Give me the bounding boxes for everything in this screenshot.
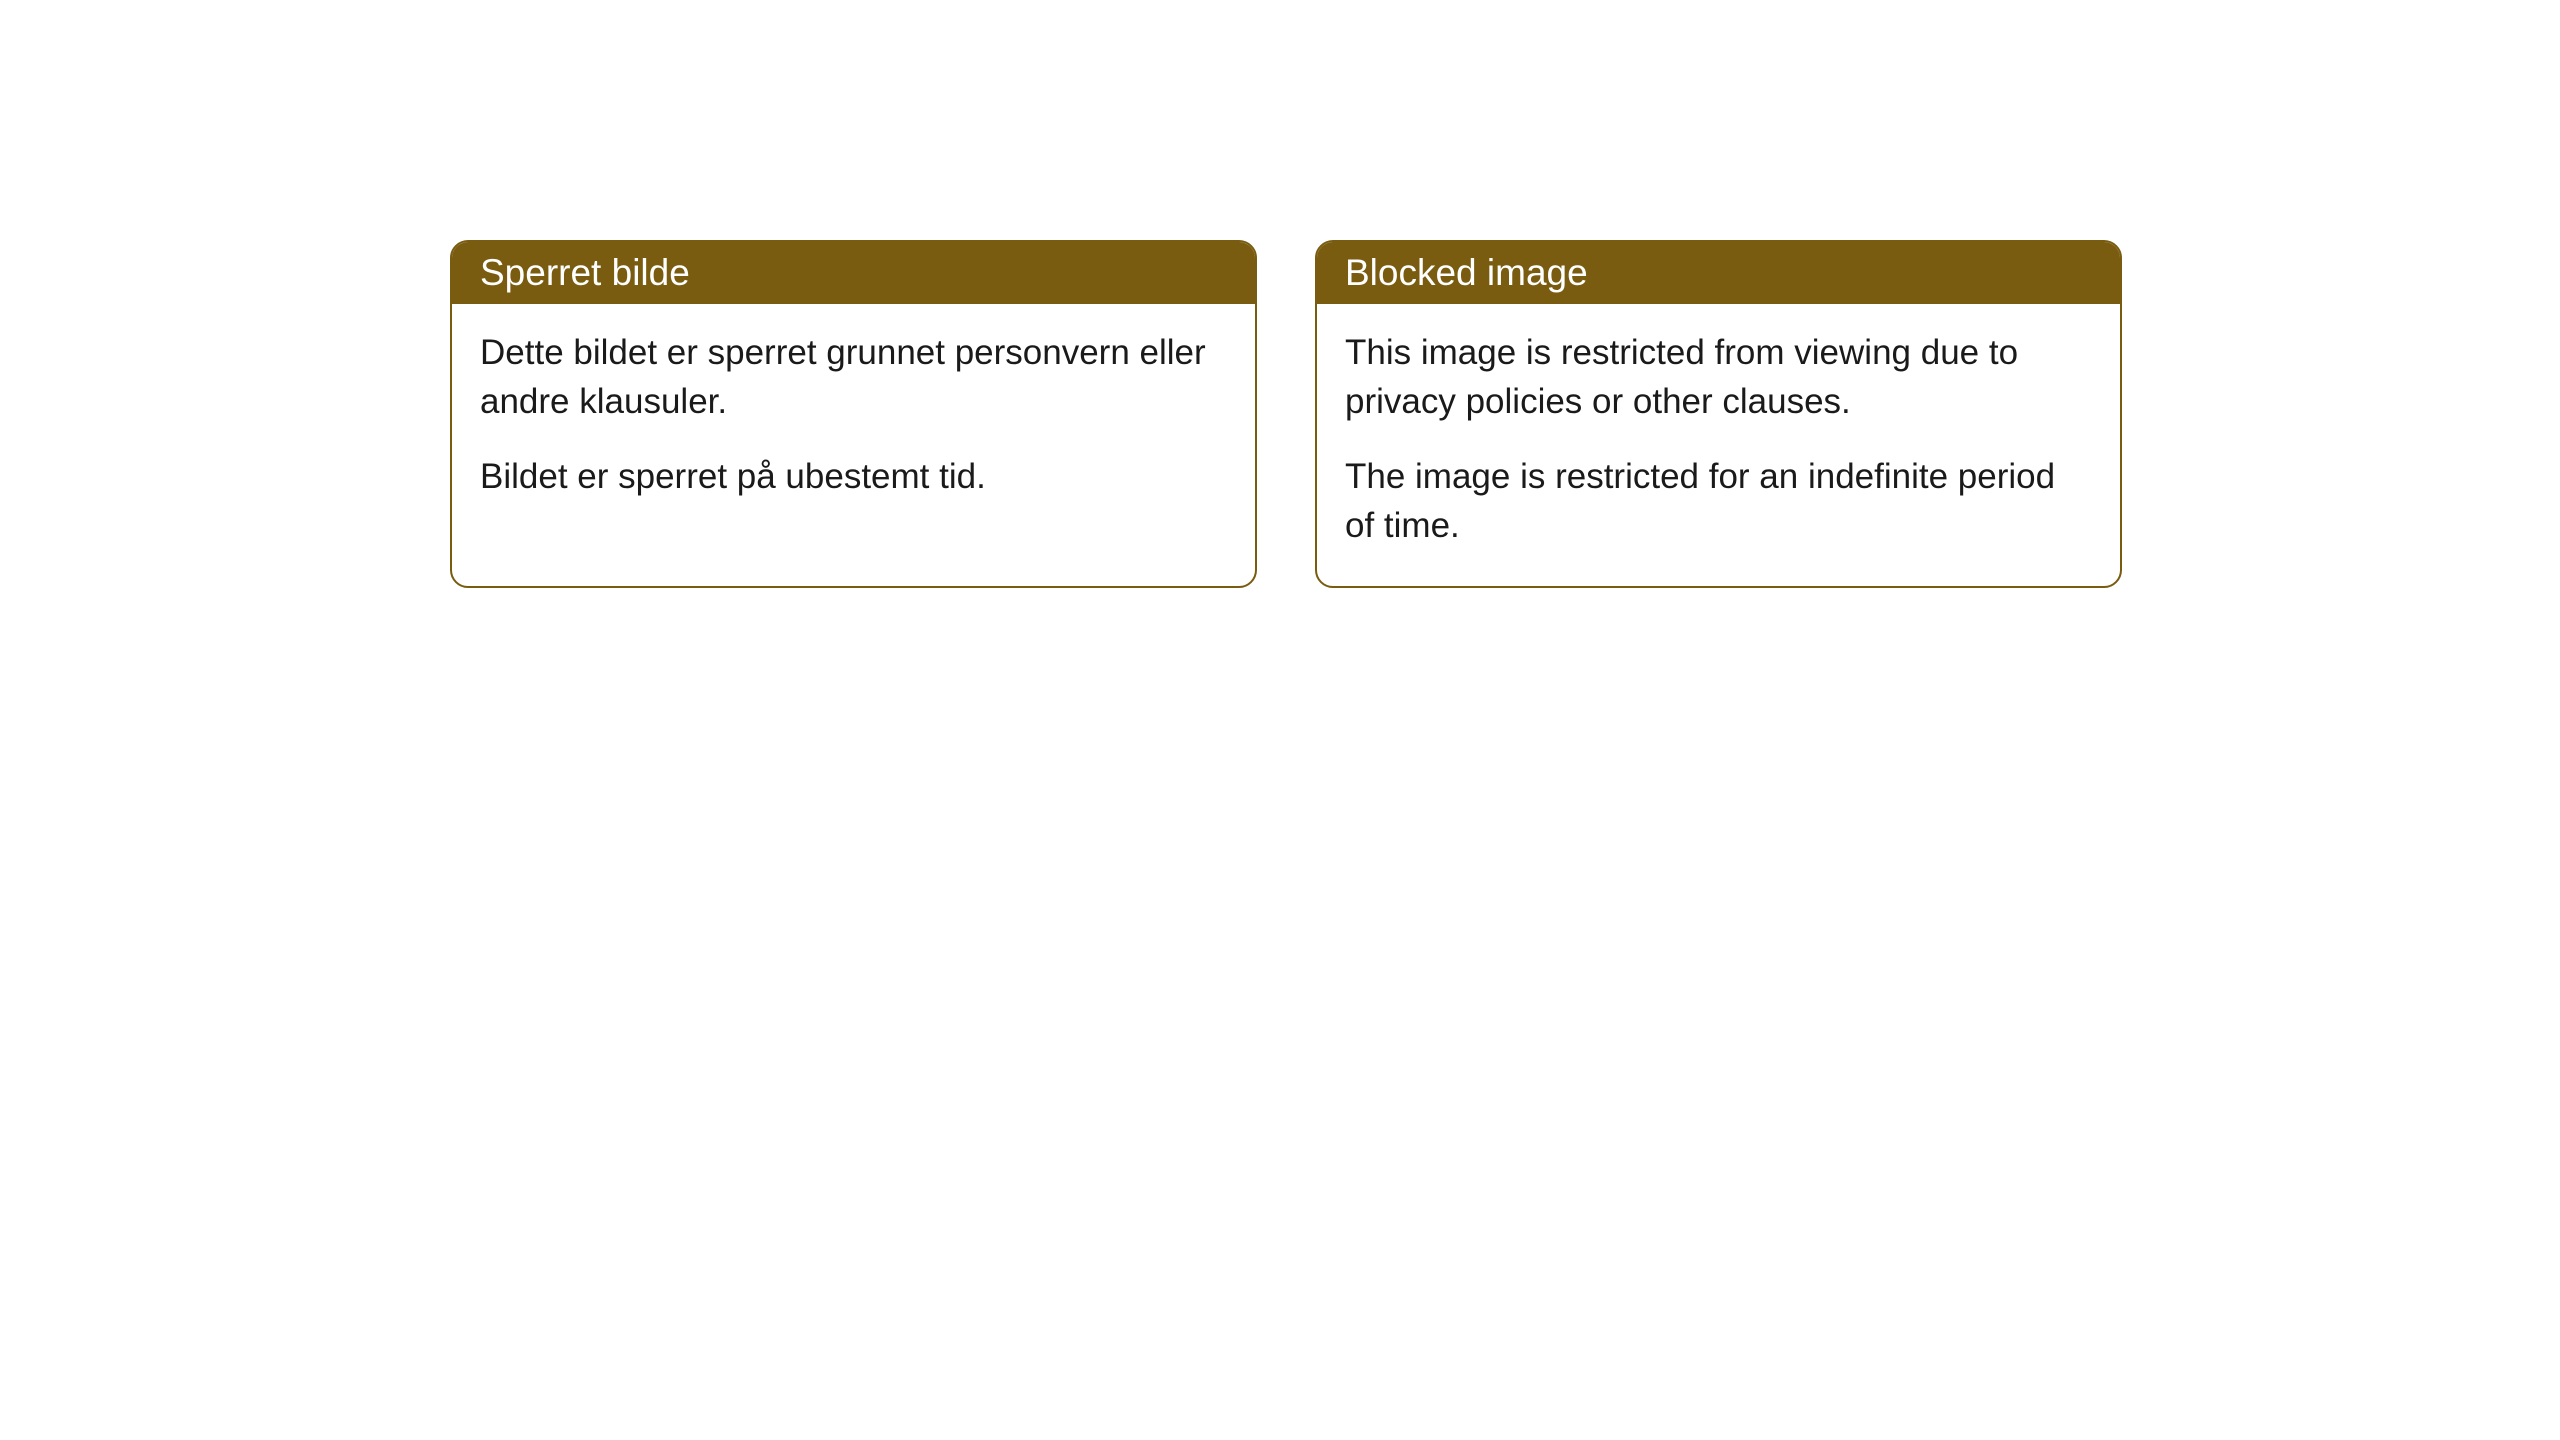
notice-card-norwegian: Sperret bilde Dette bildet er sperret gr… bbox=[450, 240, 1257, 588]
notice-card-english: Blocked image This image is restricted f… bbox=[1315, 240, 2122, 588]
card-body: Dette bildet er sperret grunnet personve… bbox=[452, 304, 1255, 537]
card-paragraph: This image is restricted from viewing du… bbox=[1345, 328, 2092, 426]
card-paragraph: Bildet er sperret på ubestemt tid. bbox=[480, 452, 1227, 501]
card-header: Blocked image bbox=[1317, 242, 2120, 304]
card-paragraph: The image is restricted for an indefinit… bbox=[1345, 452, 2092, 550]
card-title: Blocked image bbox=[1345, 252, 1588, 293]
card-header: Sperret bilde bbox=[452, 242, 1255, 304]
notice-cards-container: Sperret bilde Dette bildet er sperret gr… bbox=[450, 240, 2560, 588]
card-body: This image is restricted from viewing du… bbox=[1317, 304, 2120, 586]
card-title: Sperret bilde bbox=[480, 252, 690, 293]
card-paragraph: Dette bildet er sperret grunnet personve… bbox=[480, 328, 1227, 426]
